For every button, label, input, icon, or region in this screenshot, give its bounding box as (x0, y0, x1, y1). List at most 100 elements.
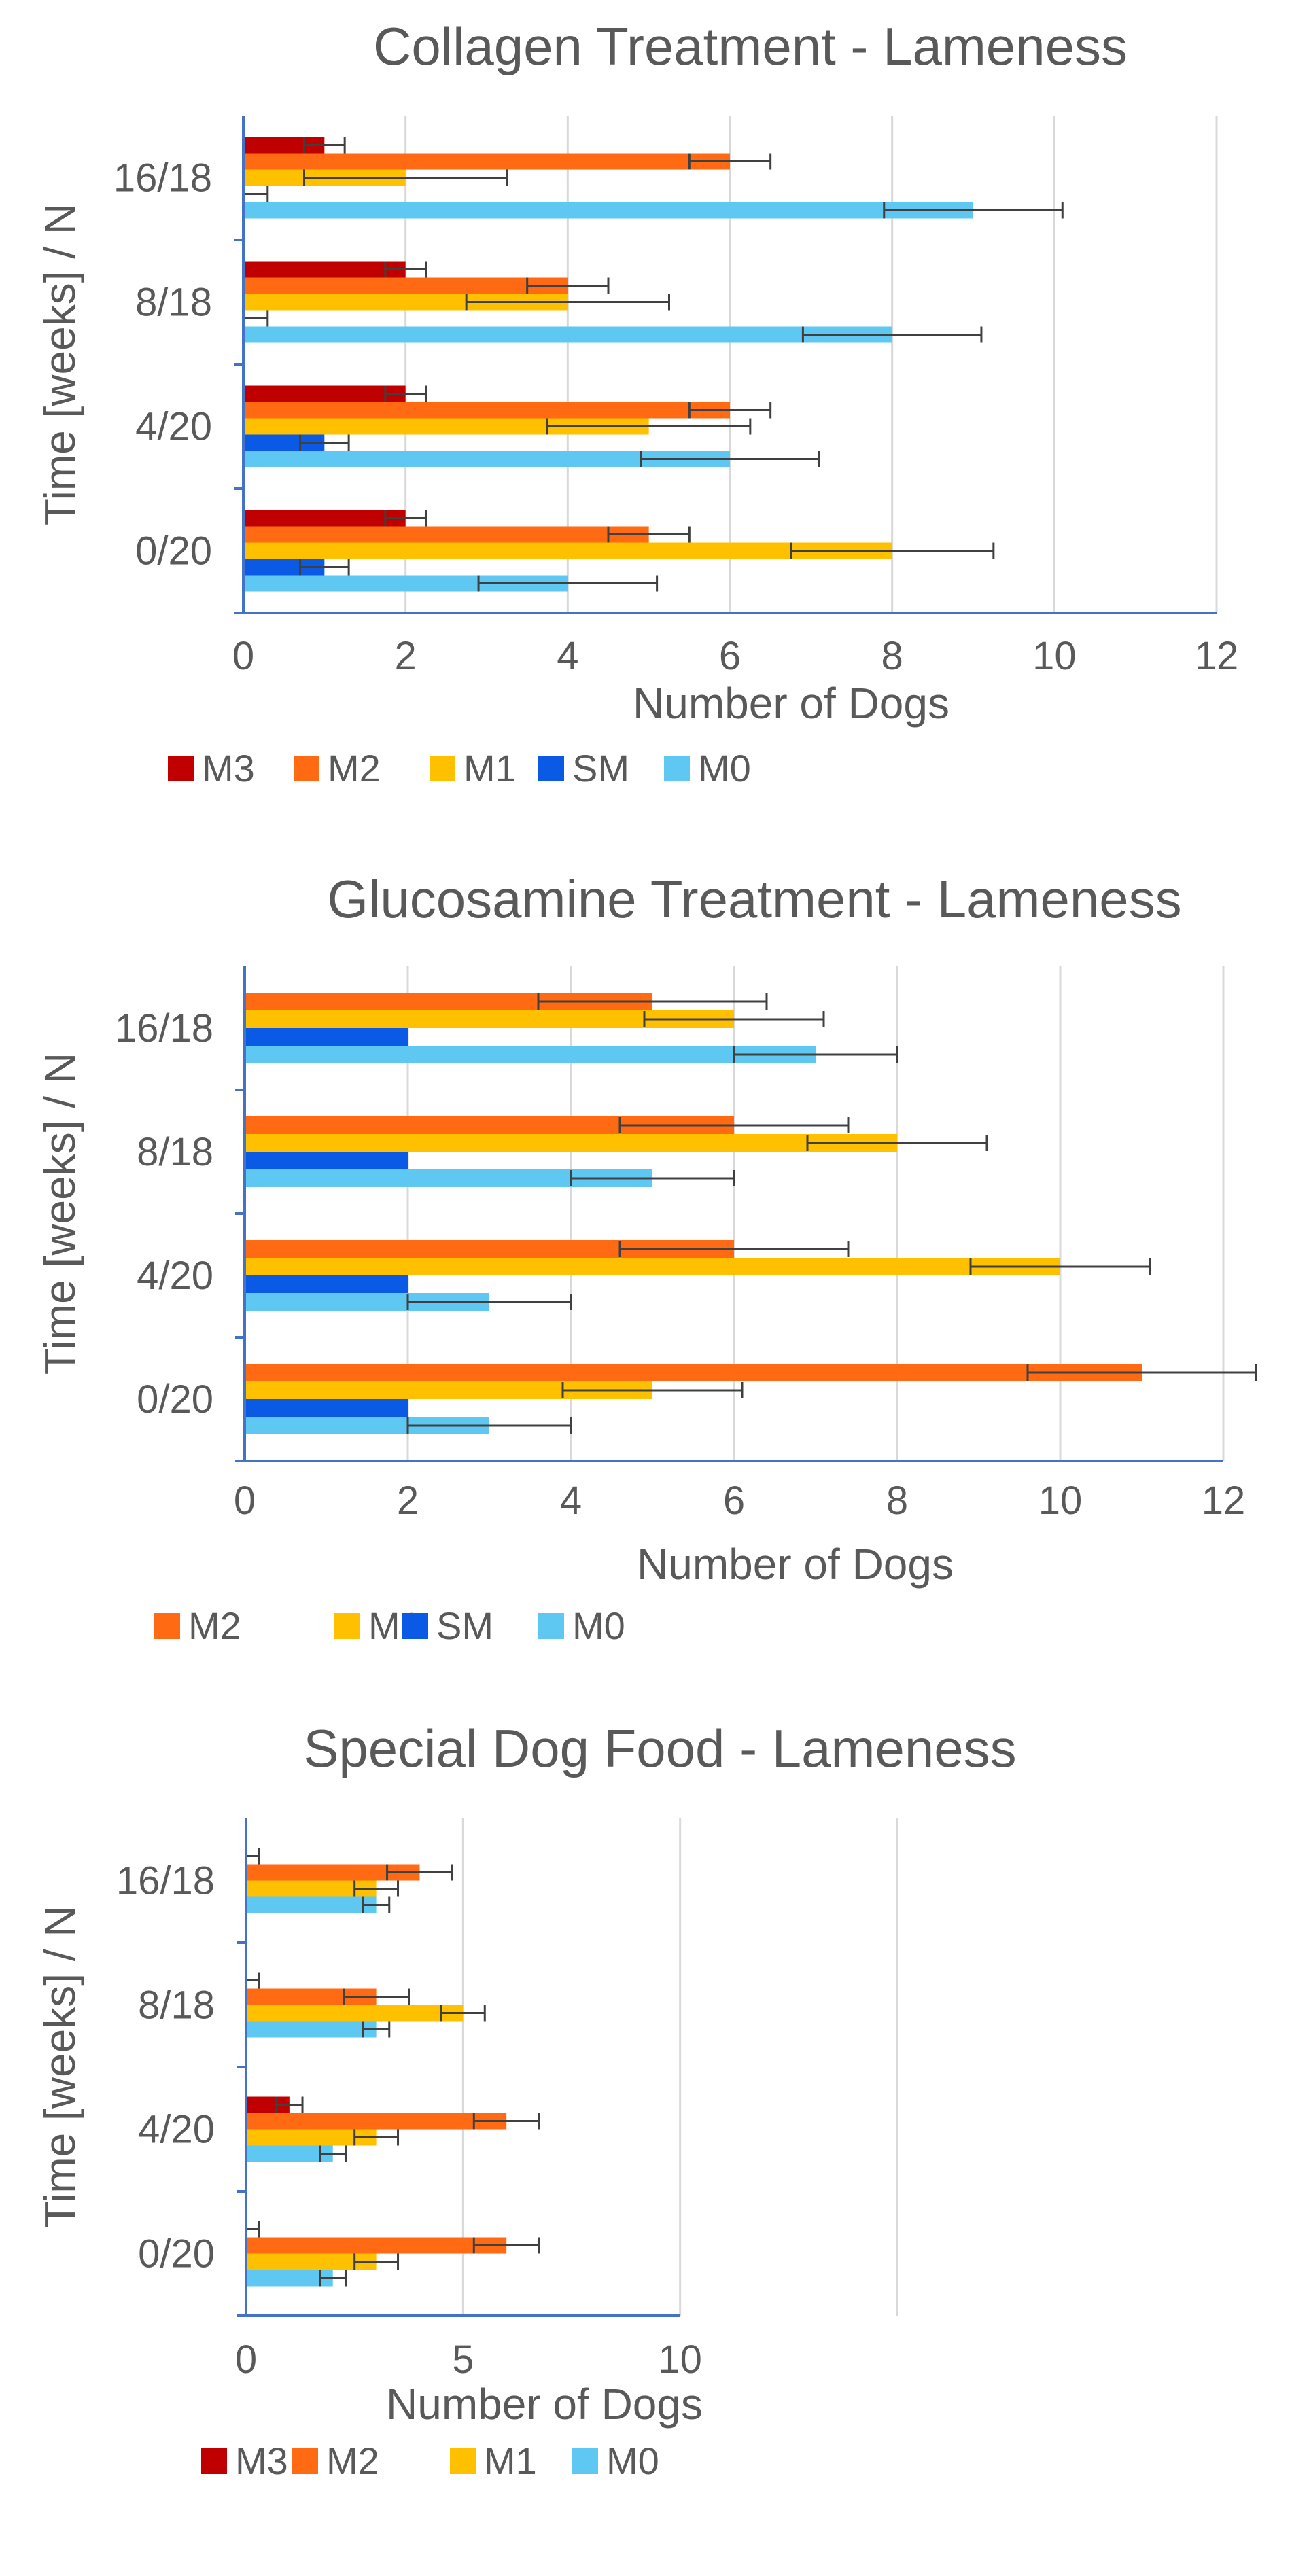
bar-m1-8-18 (245, 1134, 897, 1152)
error-bar (618, 1241, 850, 1257)
legend-swatch-sm (538, 756, 564, 781)
legend-label-m0: M0 (698, 747, 751, 790)
x-axis-title: Number of Dogs (637, 1540, 954, 1589)
error-bar (353, 2253, 400, 2270)
legend-swatch-m0 (664, 756, 690, 781)
error-bar (561, 1382, 744, 1398)
x-tick-label: 6 (723, 1479, 745, 1523)
legend-label-sm: SM (572, 747, 629, 790)
error-bar (362, 1896, 391, 1913)
error-bar (570, 1170, 735, 1186)
chart-1: Collagen Treatment - Lameness 0/20 4/20 8/1… (35, 16, 1238, 790)
bar-m0-4-20 (246, 2145, 333, 2162)
x-tick-label: 0 (232, 634, 254, 678)
legend-swatch-m2 (292, 2448, 318, 2474)
legend-label-m0: M0 (606, 2439, 659, 2482)
bar-m0-0-20 (246, 2270, 333, 2287)
legend-label-m2: M2 (328, 747, 381, 790)
chart-3: Special Dog Food - Lameness 0/20 4/20 8/18 1… (35, 1718, 1017, 2482)
bar-m3-8-18 (243, 261, 406, 278)
error-bar (245, 1848, 260, 1865)
x-tick-label: 10 (658, 2337, 702, 2382)
chart-title: Collagen Treatment - Lameness (373, 16, 1128, 76)
chart-2: Glucosamine Treatment - Lameness 0/20 4/20… (35, 869, 1257, 1647)
x-tick-label: 8 (882, 634, 903, 678)
bar-m3-4-20 (243, 385, 406, 402)
error-bar (386, 1864, 453, 1881)
error-bar (362, 2021, 391, 2038)
bar-m2-4-20 (243, 402, 730, 419)
y-tick-label: 16/18 (115, 1006, 213, 1051)
x-tick-label: 5 (452, 2337, 474, 2382)
error-bar (883, 202, 1064, 219)
bar-sm-4-20 (245, 1275, 408, 1293)
legend-swatch-m1 (334, 1613, 360, 1639)
legend-swatch-m2 (154, 1613, 180, 1639)
legend-swatch-m3 (168, 756, 194, 781)
x-tick-label: 4 (560, 1479, 582, 1523)
bar-sm-0-20 (245, 1399, 408, 1417)
x-tick-label: 10 (1039, 1479, 1083, 1523)
legend: M3 M2 M1 SM M0 (168, 747, 751, 790)
error-bar (245, 2221, 260, 2238)
error-bar (245, 1972, 260, 1989)
bar-m1-4-20 (245, 1258, 1060, 1275)
x-tick-label: 6 (719, 634, 741, 678)
error-bar (801, 326, 983, 343)
y-tick-label: 4/20 (137, 1254, 213, 1298)
legend-swatch-m0 (572, 2448, 598, 2474)
legend-swatch-m3 (201, 2448, 227, 2474)
legend-swatch-sm (402, 1613, 428, 1639)
legend-label-m3: M3 (235, 2439, 288, 2482)
error-bar (353, 2129, 400, 2146)
legend: M3 M2 M1 M0 (201, 2439, 659, 2482)
legend-label-m0: M0 (572, 1604, 625, 1647)
error-bar (537, 993, 768, 1010)
legend-label-m1: M1 (464, 747, 517, 790)
y-tick-label: 16/18 (114, 156, 212, 200)
y-tick-label: 0/20 (138, 2232, 215, 2276)
error-bar (384, 261, 427, 278)
bar-m2-8-18 (243, 277, 568, 294)
error-bar (733, 1046, 898, 1063)
error-bar (384, 385, 427, 402)
error-bar (299, 434, 350, 451)
error-bar (406, 1417, 572, 1434)
legend-label-sm: SM (436, 1604, 493, 1647)
bar-m2-0-20 (246, 2237, 507, 2254)
error-bar (472, 2113, 540, 2130)
error-bar (275, 2096, 304, 2113)
error-bar (299, 559, 350, 576)
bar-m2-4-20 (246, 2113, 507, 2130)
x-tick-label: 12 (1202, 1479, 1246, 1523)
error-bar (688, 402, 772, 419)
x-tick-label: 4 (557, 634, 578, 678)
error-bar (806, 1135, 988, 1151)
bar-m0-16-18 (245, 1046, 816, 1063)
legend-label-m3: M3 (202, 747, 255, 790)
y-tick-label: 4/20 (138, 2108, 215, 2152)
bar-m2-16-18 (243, 153, 730, 170)
error-bar (790, 542, 995, 559)
x-tick-label: 12 (1195, 634, 1239, 678)
bar-sm-8-18 (245, 1152, 408, 1169)
error-bar (406, 1294, 572, 1310)
error-bar (353, 1880, 400, 1897)
legend-swatch-m2 (294, 756, 319, 781)
y-axis-title: Time [weeks] / N (35, 1905, 84, 2227)
bar-m0-8-18 (243, 326, 892, 343)
legend-label-m2: M2 (326, 2439, 379, 2482)
x-tick-label: 0 (234, 1479, 256, 1523)
error-bar (618, 1117, 850, 1133)
x-tick-label: 2 (395, 634, 417, 678)
error-bar (688, 153, 772, 170)
error-bar (319, 2145, 347, 2162)
x-tick-label: 2 (397, 1479, 419, 1523)
error-bar (643, 1011, 825, 1027)
error-bar (640, 451, 820, 467)
error-bar (546, 418, 752, 435)
error-bar (526, 277, 610, 294)
y-tick-label: 8/18 (138, 1983, 215, 2028)
y-tick-label: 8/18 (137, 1130, 213, 1174)
bar-m0-16-18 (246, 1896, 377, 1913)
